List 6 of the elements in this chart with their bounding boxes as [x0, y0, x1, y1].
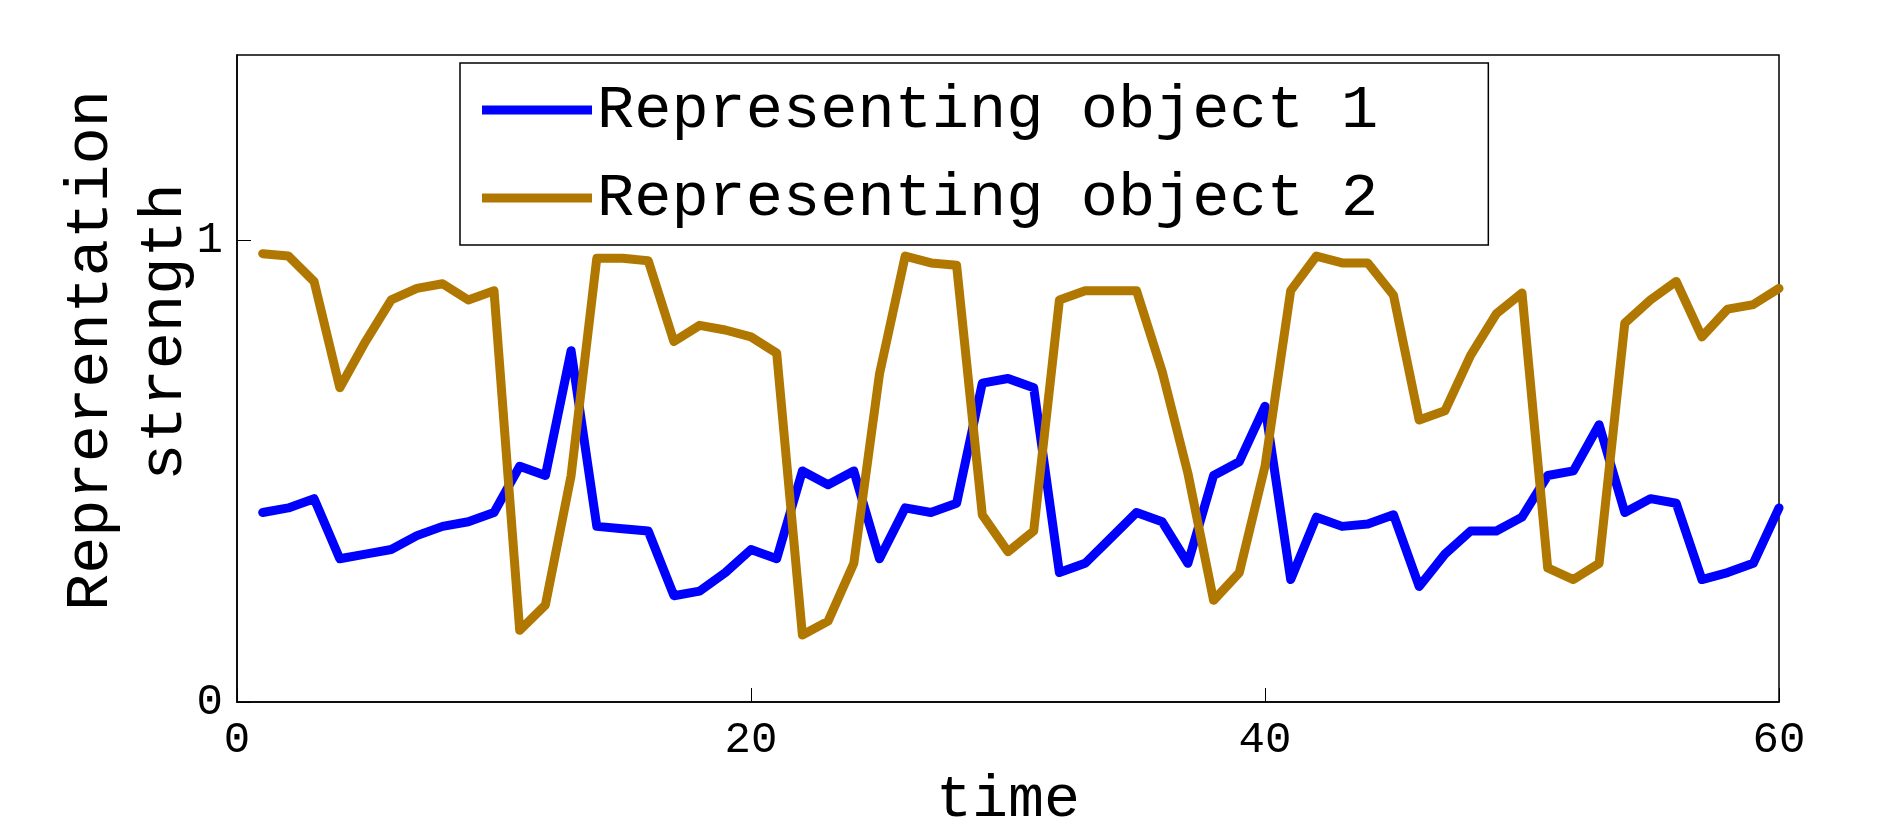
- x-tick-label: 40: [1238, 715, 1292, 765]
- x-axis-title: time: [935, 766, 1081, 834]
- legend-label: Representing object 2: [597, 162, 1379, 234]
- x-tick-label: 60: [1752, 715, 1806, 765]
- legend-label: Representing object 1: [597, 74, 1379, 146]
- x-tick-label: 20: [724, 715, 778, 765]
